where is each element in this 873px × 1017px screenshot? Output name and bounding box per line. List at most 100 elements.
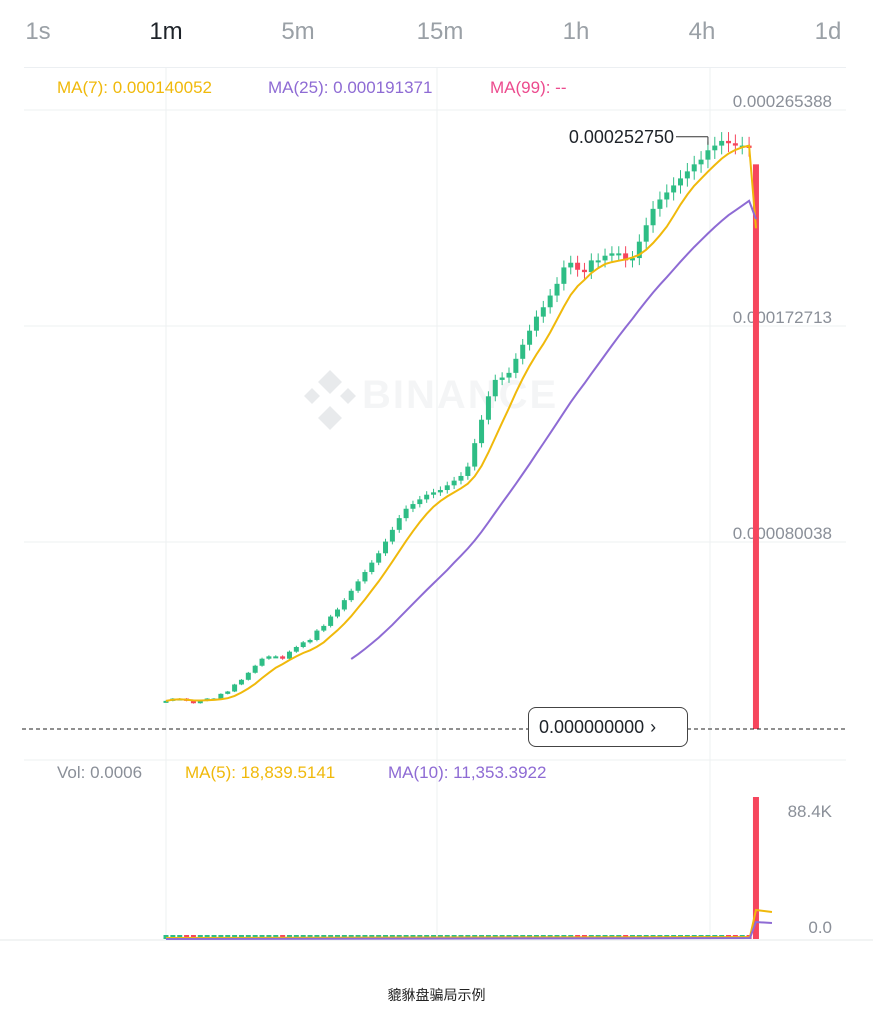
tab-1m[interactable]: 1m <box>149 18 183 45</box>
candle-body <box>225 691 231 694</box>
candle-body <box>458 475 464 481</box>
candle-body <box>650 208 656 226</box>
volume-ma10-line <box>165 920 773 940</box>
current-price-value: 0.000000000 <box>539 716 645 737</box>
volume-tick-label: 88.4K <box>788 802 833 821</box>
candle-body <box>293 646 299 652</box>
candle-body <box>492 379 498 397</box>
candle-body <box>684 171 690 179</box>
high-price-label: 0.000252750 <box>569 127 674 147</box>
candle-body <box>485 396 491 420</box>
candle-body <box>190 700 196 704</box>
candle-body <box>712 145 718 151</box>
candle-body <box>472 443 478 467</box>
candle-body <box>575 262 581 270</box>
legend-ma25: MA(25): 0.000191371 <box>268 78 432 97</box>
candle-body <box>698 159 704 165</box>
volume-spike-bar <box>752 797 759 939</box>
candle-body <box>726 140 732 144</box>
candle-body <box>431 492 437 495</box>
volume-tick-label: 0.0 <box>808 918 832 937</box>
candle-body <box>245 672 251 680</box>
candle-body <box>396 518 402 530</box>
candle-body <box>520 344 526 359</box>
candle-body <box>657 199 663 209</box>
candle-body <box>479 419 485 444</box>
candle-body <box>259 658 265 666</box>
ma25-line <box>350 199 757 660</box>
candle-body <box>389 529 395 542</box>
candle-body <box>629 258 635 261</box>
legend-ma7: MA(7): 0.000140052 <box>57 78 212 97</box>
crash-candle <box>752 164 759 729</box>
price-chart[interactable]: BINANCE MA(7): 0.000140052 MA(25): 0.00019… <box>0 0 873 960</box>
volume-ma10-legend: MA(10): 11,353.3922 <box>388 763 546 782</box>
candle-body <box>547 295 553 308</box>
candle-body <box>197 700 203 704</box>
candle-body <box>719 140 725 146</box>
tab-15m[interactable]: 15m <box>416 18 464 45</box>
candle-body <box>506 372 512 378</box>
volume-legend: Vol: 0.0006 <box>57 763 142 782</box>
candle-body <box>369 562 375 573</box>
watermark-text: BINANCE <box>362 373 558 417</box>
tab-4h[interactable]: 4h <box>688 18 716 45</box>
tab-1d[interactable]: 1d <box>814 18 842 45</box>
candle-body <box>273 656 279 659</box>
candle-body <box>410 504 416 509</box>
current-price-tag[interactable]: 0.000000000 › <box>528 707 688 747</box>
candle-body <box>568 262 574 268</box>
candle-body <box>444 485 450 491</box>
candle-body <box>540 307 546 317</box>
chevron-right-icon: › <box>650 716 657 737</box>
tabs-divider <box>24 67 846 68</box>
candle-body <box>609 253 615 256</box>
candle-body <box>232 684 238 692</box>
price-tick-label: 0.000080038 <box>733 524 832 543</box>
candle-body <box>383 541 389 554</box>
binance-logo-watermark: BINANCE <box>304 370 558 430</box>
candle-body <box>266 656 272 659</box>
candle-body <box>417 499 423 505</box>
candle-body <box>376 553 382 563</box>
candle-body <box>403 508 409 519</box>
candle-body <box>280 656 286 659</box>
legend-ma99: MA(99): -- <box>490 78 567 97</box>
candle-body <box>355 581 361 591</box>
interval-tabs: 1s 1m 5m 15m 1h 4h 1d <box>0 0 873 68</box>
candle-body <box>286 651 292 659</box>
volume-ma5-line <box>165 908 773 939</box>
candle-body <box>636 241 642 259</box>
candle-body <box>671 185 677 193</box>
tab-1s[interactable]: 1s <box>25 18 51 45</box>
candle-body <box>451 480 457 486</box>
candle-body <box>321 625 327 631</box>
candle-body <box>643 225 649 242</box>
price-tick-label: 0.000265388 <box>733 92 832 111</box>
candle-body <box>252 665 258 673</box>
candle-body <box>705 150 711 160</box>
tab-1h[interactable]: 1h <box>562 18 590 45</box>
candle-body <box>691 164 697 172</box>
candle-body <box>533 316 539 331</box>
candle-body <box>362 572 368 582</box>
candle-body <box>335 609 340 617</box>
candle-body <box>588 260 594 273</box>
candle-body <box>595 260 601 263</box>
candle-body <box>602 255 608 261</box>
candle-body <box>616 253 622 256</box>
candle-body <box>561 267 567 284</box>
candle-body <box>581 269 587 273</box>
tab-5m[interactable]: 5m <box>281 18 315 45</box>
binance-diamond-icon <box>304 370 356 430</box>
candle-body <box>623 253 629 261</box>
candle-body <box>499 377 505 380</box>
image-caption: 貔貅盘骗局示例 <box>387 988 486 1004</box>
candle-body <box>732 143 738 146</box>
candle-body <box>300 642 306 647</box>
candle-body <box>437 490 443 493</box>
candle-body <box>328 616 334 626</box>
candle-body <box>554 283 560 296</box>
candle-body <box>238 679 244 685</box>
candle-body <box>348 590 354 601</box>
